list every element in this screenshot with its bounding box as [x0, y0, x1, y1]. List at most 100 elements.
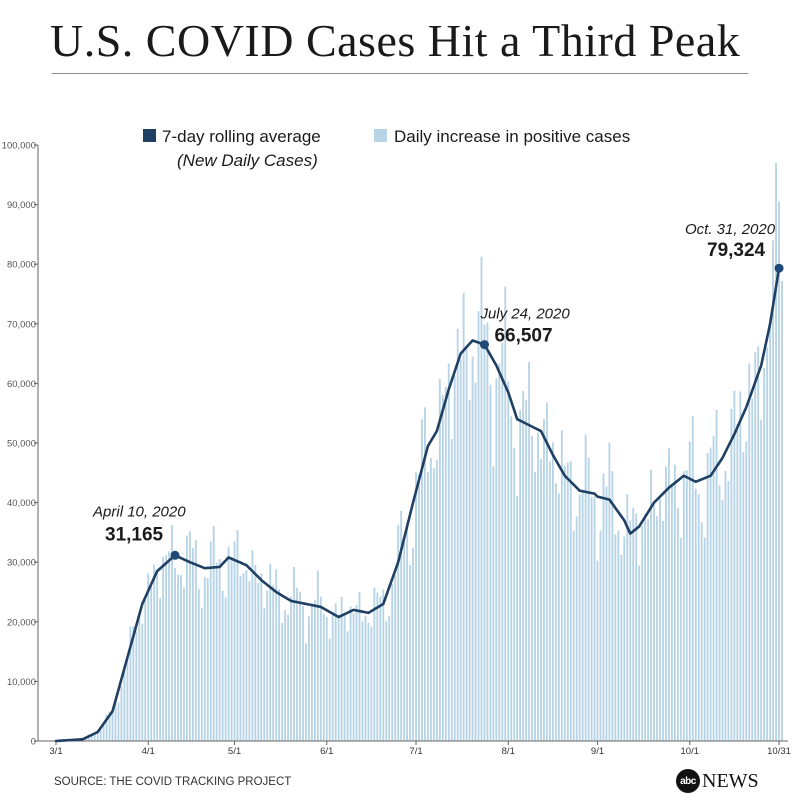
daily-bar: [361, 621, 364, 741]
daily-bar: [230, 557, 233, 741]
daily-bar: [679, 538, 682, 741]
title-divider: [52, 73, 748, 74]
daily-bar: [206, 578, 209, 741]
daily-bar: [337, 614, 340, 741]
daily-bar: [432, 468, 435, 741]
daily-bar: [599, 530, 602, 741]
daily-bar: [581, 491, 584, 741]
daily-bar: [531, 435, 533, 741]
daily-bar: [183, 587, 185, 741]
daily-bar: [501, 342, 504, 741]
annotation-date: July 24, 2020: [479, 306, 570, 323]
daily-bar: [382, 589, 385, 741]
daily-bar: [775, 162, 777, 741]
daily-bar: [215, 562, 218, 741]
daily-bar: [364, 615, 367, 741]
daily-bar: [507, 381, 510, 741]
annotations: April 10, 2020 31,165 July 24, 2020 66,507 O…: [92, 221, 784, 560]
annotation-value: 66,507: [494, 326, 552, 347]
chart-title: U.S. COVID Cases Hit a Third Peak: [50, 15, 741, 66]
daily-bar: [388, 615, 391, 741]
daily-bar: [266, 590, 269, 741]
y-tick-label: 0: [31, 737, 36, 748]
daily-bar: [462, 292, 465, 741]
daily-bar: [504, 286, 507, 741]
x-tick-label: 6/1: [320, 746, 333, 757]
daily-bar: [453, 376, 456, 741]
daily-bar: [483, 324, 486, 741]
y-tick-label: 90,000: [7, 200, 36, 211]
daily-bar: [700, 522, 703, 741]
daily-bar: [659, 498, 661, 741]
daily-bar: [691, 416, 694, 741]
daily-bar: [248, 581, 251, 741]
daily-bar: [331, 614, 334, 741]
annotation-marker: [774, 263, 784, 273]
daily-bar: [406, 522, 409, 741]
daily-bar: [709, 447, 712, 741]
daily-bar: [694, 488, 697, 741]
daily-bar: [307, 616, 310, 741]
daily-bar: [385, 621, 388, 741]
legend: 7-day rolling average (New Daily Cases) Da…: [143, 127, 630, 170]
daily-bar: [766, 347, 769, 741]
daily-bar: [287, 614, 289, 741]
abc-news-logo: abc NEWS: [676, 769, 759, 793]
daily-bar: [450, 439, 453, 741]
daily-bar: [358, 591, 361, 741]
daily-bar: [486, 322, 489, 741]
daily-bar: [328, 638, 331, 741]
daily-bar: [296, 587, 298, 741]
daily-bar: [593, 496, 596, 741]
daily-bar: [403, 536, 406, 741]
y-tick-label: 10,000: [7, 677, 36, 688]
daily-bar: [278, 589, 281, 741]
daily-bar: [260, 573, 263, 741]
daily-bar: [635, 513, 638, 741]
daily-bar: [429, 458, 432, 741]
daily-bar: [739, 391, 742, 741]
daily-bar: [334, 603, 337, 741]
daily-bar: [284, 610, 287, 741]
daily-bar: [355, 604, 358, 741]
daily-bar: [394, 575, 397, 741]
daily-bar: [117, 702, 120, 741]
legend-label-daily: Daily increase in positive cases: [394, 127, 630, 146]
daily-bar: [510, 416, 513, 741]
daily-bar: [492, 466, 495, 741]
daily-bar: [147, 573, 150, 741]
y-tick-label: 20,000: [7, 617, 36, 628]
daily-bar: [703, 537, 706, 741]
daily-bar: [299, 591, 301, 741]
daily-bar: [480, 256, 483, 741]
daily-bar: [325, 617, 328, 741]
daily-bar: [99, 729, 102, 741]
daily-bar: [605, 486, 608, 741]
daily-bar: [456, 328, 459, 741]
daily-bar: [516, 496, 519, 741]
daily-bar: [656, 516, 658, 741]
y-tick-label: 40,000: [7, 498, 36, 509]
daily-bar: [757, 346, 760, 741]
daily-bar: [575, 516, 578, 741]
daily-bar: [305, 643, 307, 741]
daily-bar: [129, 626, 132, 741]
daily-bar: [123, 667, 126, 741]
daily-bar: [227, 546, 230, 741]
daily-bar: [578, 494, 581, 741]
daily-bar: [477, 311, 480, 741]
daily-bar: [641, 525, 644, 741]
daily-bar: [418, 474, 420, 741]
daily-bar: [465, 349, 468, 741]
daily-bar: [748, 363, 751, 741]
daily-bar: [563, 465, 566, 741]
daily-bar: [602, 473, 605, 741]
daily-bar: [670, 483, 673, 741]
daily-bar: [108, 711, 111, 741]
daily-bar: [340, 596, 343, 741]
daily-bar: [769, 319, 772, 741]
x-tick-label: 5/1: [228, 746, 241, 757]
daily-bar: [120, 686, 123, 741]
daily-bar: [159, 598, 162, 741]
daily-bar: [554, 483, 557, 741]
